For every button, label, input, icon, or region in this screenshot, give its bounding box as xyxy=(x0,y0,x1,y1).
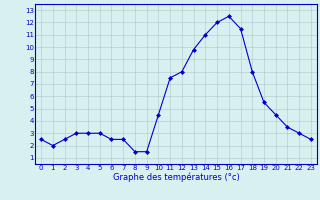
X-axis label: Graphe des températures (°c): Graphe des températures (°c) xyxy=(113,173,239,182)
